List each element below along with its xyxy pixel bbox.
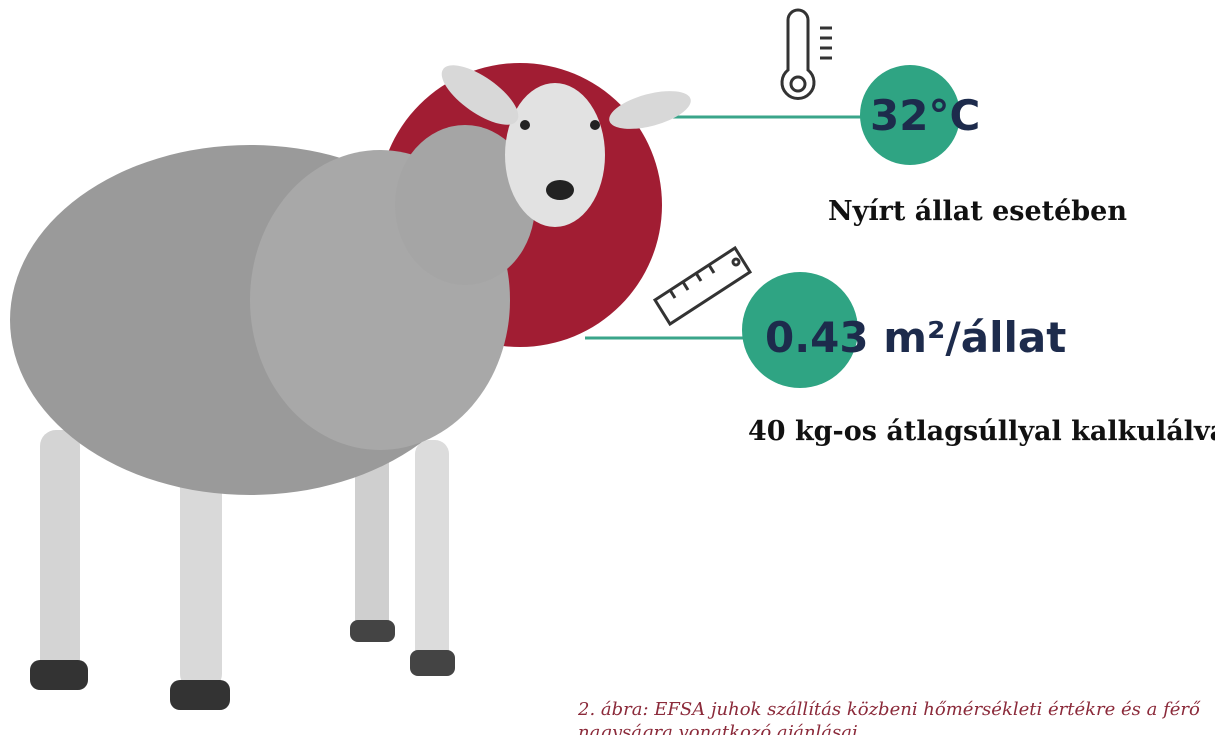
- infographic: 32°C Nyírt állat esetében 0.43 m²/állat …: [0, 0, 1215, 735]
- ruler-icon: [655, 248, 750, 324]
- thermometer-icon: [782, 10, 832, 98]
- page: 32°C Nyírt állat esetében 0.43 m²/állat …: [0, 0, 1215, 735]
- caption-line: nagyságra vonatkozó ajánlásai: [578, 722, 858, 735]
- sheep-illustration: [10, 54, 695, 710]
- space-note: 40 kg-os átlagsúllyal kalkulálva: [748, 416, 1215, 447]
- temperature-value: 32°C: [870, 91, 980, 140]
- caption-line: 2. ábra: EFSA juhok szállítás közbeni hő…: [577, 699, 1201, 720]
- space-value: 0.43 m²/állat: [765, 313, 1066, 362]
- temperature-note: Nyírt állat esetében: [828, 196, 1127, 227]
